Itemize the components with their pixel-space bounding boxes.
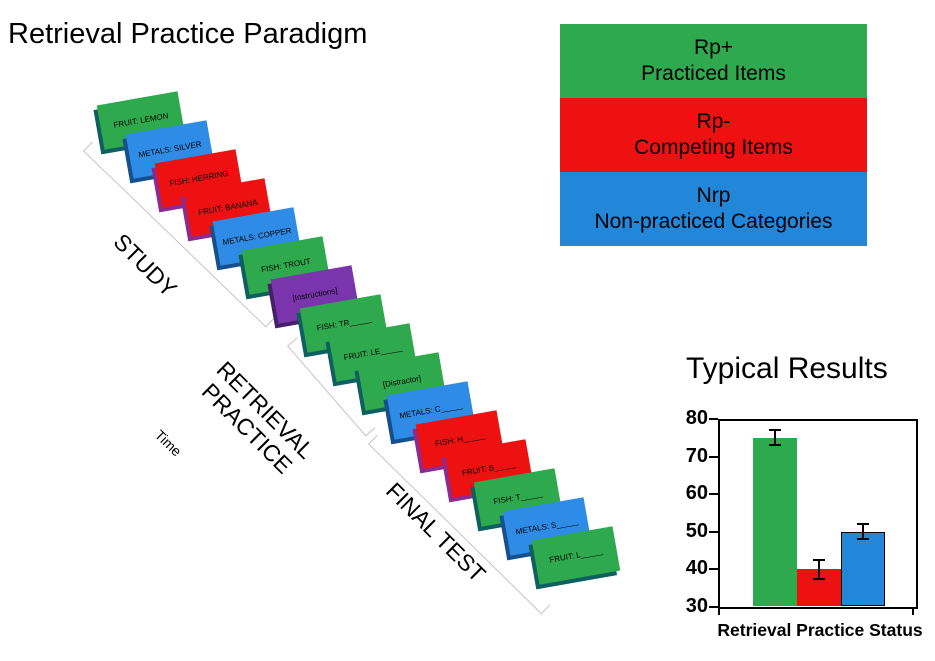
legend-code: Nrp <box>696 184 731 208</box>
error-bar-cap-bottom-rp-minus <box>813 577 825 580</box>
error-bar-cap-top-nrp <box>857 523 869 526</box>
card-label: [Distractor] <box>382 373 422 389</box>
error-bar-cap-bottom-rp-plus <box>769 444 781 447</box>
card-label: FRUIT: B_____ <box>461 459 517 478</box>
y-tick-label-30: 30 <box>685 595 708 617</box>
legend-label: Practiced Items <box>641 62 786 85</box>
bar-rp-plus <box>753 437 797 606</box>
legend-label: Competing Items <box>634 136 793 159</box>
legend-item-nrp: Nrp Non-practiced Categories <box>560 172 867 246</box>
y-tick-label-70: 70 <box>685 444 708 467</box>
y-tick-mark-80 <box>709 418 718 420</box>
legend: Rp+ Practiced Items Rp- Competing Items Nrp N… <box>560 24 867 246</box>
card-label: FISH: T_____ <box>492 488 544 506</box>
legend-item-rp-minus: Rp- Competing Items <box>560 98 867 172</box>
y-tick-mark-30 <box>709 606 718 608</box>
y-tick-mark-60 <box>709 493 718 496</box>
results-title: Typical Results <box>686 352 888 385</box>
legend-code: Rp- <box>696 110 731 134</box>
card-label: FISH: H_____ <box>434 430 486 449</box>
error-bar-line-rp-minus <box>818 560 820 579</box>
legend-item-rp-plus: Rp+ Practiced Items <box>560 24 867 98</box>
y-tick-label-40: 40 <box>685 557 708 580</box>
error-bar-cap-top-rp-minus <box>813 559 825 561</box>
x-tick-mark-left <box>718 607 720 615</box>
y-tick-mark-70 <box>709 455 718 458</box>
y-tick-mark-40 <box>709 568 718 571</box>
y-tick-label-80: 80 <box>685 407 708 429</box>
card-label: FRUIT: L_____ <box>548 546 604 565</box>
error-bar-cap-bottom-nrp <box>857 538 869 541</box>
error-bar-line-rp-plus <box>774 430 776 446</box>
bar-nrp <box>841 531 885 606</box>
card-label: [Instructions] <box>291 285 339 303</box>
error-bar-cap-top-rp-plus <box>769 429 781 432</box>
y-tick-label-60: 60 <box>685 482 708 505</box>
legend-code: Rp+ <box>693 36 734 60</box>
time-axis-label: Time <box>151 426 185 460</box>
legend-label: Non-practiced Categories <box>594 210 833 233</box>
main-title: Retrieval Practice Paradigm <box>8 18 368 50</box>
phase-label-study: STUDY <box>108 228 183 302</box>
phase-label-retrieval-practice: RETRIEVAL PRACTICE <box>196 356 320 479</box>
error-bar-line-nrp <box>862 524 864 540</box>
x-axis-label: Retrieval Practice Status <box>717 620 923 640</box>
x-tick-mark-right <box>912 607 914 615</box>
card-label: FISH: TROUT <box>260 256 312 274</box>
y-tick-mark-50 <box>709 530 718 533</box>
y-tick-label-50: 50 <box>685 519 708 542</box>
